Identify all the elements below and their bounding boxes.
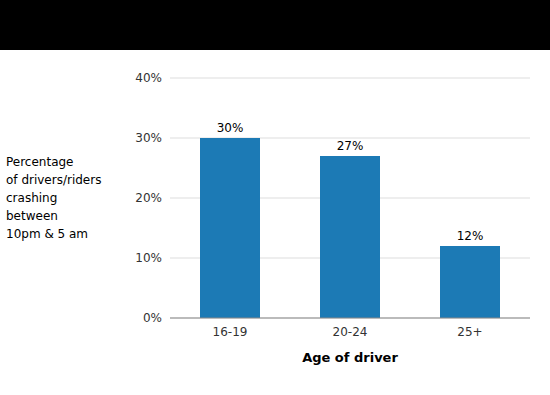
y-axis-label: Percentage	[6, 155, 74, 169]
y-tick-label: 10%	[135, 251, 162, 265]
data-label: 12%	[457, 229, 484, 243]
data-label: 27%	[337, 139, 364, 153]
chart-svg: 0% 10% 20% 30% 40% 30% 27% 12% 16-19 20-24 25+ Age …	[0, 0, 550, 395]
x-tick-label: 25+	[457, 325, 482, 339]
data-label: 30%	[217, 121, 244, 135]
x-axis-label: Age of driver	[302, 350, 398, 365]
y-axis-label: of drivers/riders	[6, 173, 101, 187]
bar	[440, 246, 500, 318]
bar	[200, 138, 260, 318]
x-tick-label: 20-24	[333, 325, 368, 339]
y-axis-label: 10pm & 5 am	[6, 227, 88, 241]
y-axis-label: between	[6, 209, 58, 223]
y-tick-label: 40%	[135, 71, 162, 85]
grid	[170, 78, 530, 318]
chart-container: 0% 10% 20% 30% 40% 30% 27% 12% 16-19 20-24 25+ Age …	[0, 0, 550, 395]
y-tick-label: 30%	[135, 131, 162, 145]
bars	[200, 138, 500, 318]
y-tick-label: 20%	[135, 191, 162, 205]
grid-line	[170, 318, 530, 319]
x-tick-label: 16-19	[213, 325, 248, 339]
bar	[320, 156, 380, 318]
grid-line	[170, 78, 530, 79]
banner	[0, 0, 550, 50]
y-axis-label: crashing	[6, 191, 57, 205]
y-tick-label: 0%	[143, 311, 162, 325]
x-axis-line	[170, 318, 530, 319]
